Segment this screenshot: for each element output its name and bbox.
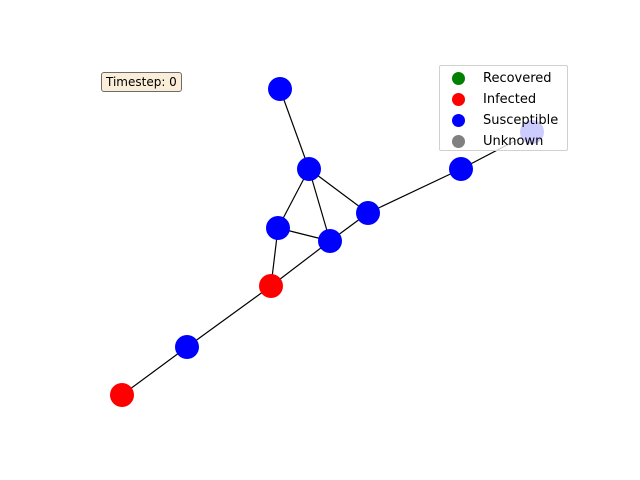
node-n5-susceptible [318, 229, 342, 253]
edge-n2-n5 [308, 168, 331, 242]
legend-label: Susceptible [483, 113, 559, 128]
node-n4-susceptible [266, 216, 290, 240]
susceptible-marker-icon [452, 114, 465, 127]
edge-n5-n7 [270, 240, 331, 287]
node-n2-susceptible [297, 157, 321, 181]
edge-n8-n9 [121, 346, 188, 396]
unknown-marker-icon [452, 135, 465, 148]
edge-n2-n3 [308, 168, 369, 214]
legend-label: Recovered [483, 71, 552, 86]
legend: Recovered Infected Susceptible Unknown [439, 65, 568, 151]
legend-item-unknown: Unknown [440, 131, 567, 152]
node-n1-susceptible [268, 77, 292, 101]
node-n8-susceptible [175, 335, 199, 359]
node-n7-infected [259, 274, 283, 298]
edge-n7-n8 [186, 285, 272, 348]
timestep-label: Timestep: 0 [101, 72, 182, 92]
edge-n1-n2 [279, 88, 310, 170]
node-n6-susceptible [449, 157, 473, 181]
infected-marker-icon [452, 93, 465, 106]
legend-item-infected: Infected [440, 89, 567, 110]
edge-n3-n6 [367, 168, 462, 214]
legend-item-recovered: Recovered [440, 68, 567, 89]
legend-item-susceptible: Susceptible [440, 110, 567, 131]
node-n9-infected [110, 383, 134, 407]
legend-label: Infected [483, 92, 537, 107]
node-n3-susceptible [356, 201, 380, 225]
nodes-layer [110, 77, 544, 407]
legend-label: Unknown [483, 134, 544, 149]
recovered-marker-icon [452, 72, 465, 85]
